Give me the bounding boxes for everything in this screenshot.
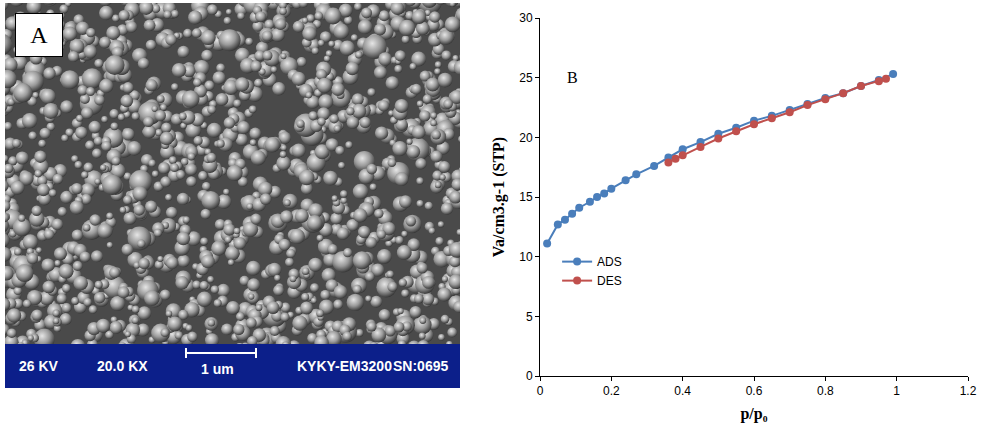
svg-text:p/p₀: p/p₀ <box>740 405 767 423</box>
svg-text:30: 30 <box>519 11 533 25</box>
svg-text:10: 10 <box>519 250 533 264</box>
svg-text:0.2: 0.2 <box>603 384 620 398</box>
html-text:1 um: 1 um <box>201 361 234 377</box>
svg-text:B: B <box>567 69 578 86</box>
svg-text:0.8: 0.8 <box>817 384 834 398</box>
svg-text:DES: DES <box>597 274 622 288</box>
svg-text:Va/cm3.g-1 (STP): Va/cm3.g-1 (STP) <box>490 137 508 257</box>
svg-text:1.2: 1.2 <box>960 384 977 398</box>
html-text:KYKY-EM3200 SN:0695: KYKY-EM3200 SN:0695 <box>297 358 449 374</box>
svg-text:1: 1 <box>893 384 900 398</box>
svg-text:0.6: 0.6 <box>746 384 763 398</box>
svg-text:0: 0 <box>526 369 533 383</box>
svg-text:0.4: 0.4 <box>674 384 691 398</box>
html-text:A: A <box>30 22 48 48</box>
html-text:26 KV: 26 KV <box>19 358 58 374</box>
svg-text:20: 20 <box>519 131 533 145</box>
svg-text:ADS: ADS <box>597 255 622 269</box>
svg-text:25: 25 <box>519 71 533 85</box>
svg-text:5: 5 <box>526 310 533 324</box>
svg-text:0: 0 <box>537 384 544 398</box>
html-text:20.0 KX: 20.0 KX <box>97 358 148 374</box>
svg-text:15: 15 <box>519 190 533 204</box>
